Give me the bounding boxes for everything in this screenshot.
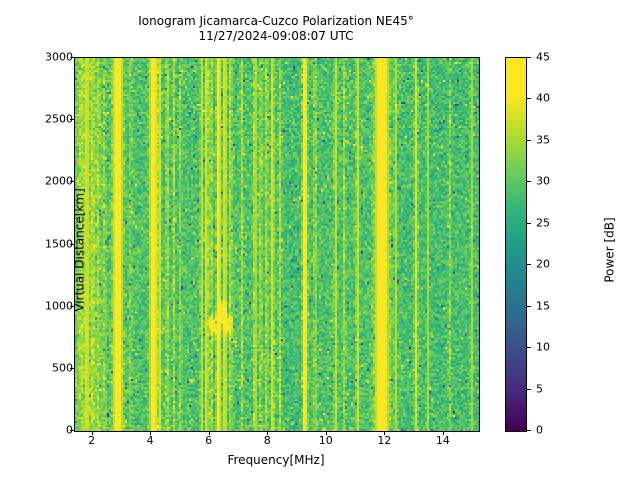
x-tick-label: 10 [318, 434, 333, 447]
x-tick-label: 8 [263, 434, 271, 447]
y-tick-mark [70, 57, 74, 58]
y-tick-label: 3000 [45, 50, 73, 64]
y-tick-label: 500 [52, 361, 73, 375]
y-tick-mark [70, 367, 74, 369]
y-axis-label: Virtual Distance[km] [72, 188, 87, 312]
colorbar-tick-mark [527, 139, 531, 141]
ionogram-heatmap [75, 58, 479, 431]
y-tick-label: 1500 [45, 237, 73, 250]
colorbar-tick-label: 5 [536, 382, 543, 396]
y-tick-mark [70, 181, 74, 183]
y-tick-label: 2000 [45, 174, 73, 188]
y-tick-label: 0 [66, 425, 73, 436]
colorbar-tick-label: 0 [536, 423, 543, 437]
x-tick-mark [384, 431, 386, 435]
colorbar-tick-label: 40 [536, 91, 550, 105]
colorbar-tick-label: 20 [536, 257, 550, 271]
heatmap-plot-area [74, 57, 480, 432]
x-tick-mark [442, 431, 444, 435]
colorbar-tick-mark [527, 347, 531, 349]
colorbar-tick-label: 10 [536, 340, 550, 354]
y-tick-mark [70, 430, 74, 431]
x-tick-label: 14 [435, 434, 450, 447]
colorbar-tick-label: 45 [536, 50, 550, 64]
y-tick-mark [70, 243, 74, 245]
x-tick-mark [150, 431, 152, 435]
page-title: Ionogram Jicamarca-Cuzco Polarization NE… [138, 14, 414, 43]
colorbar-tick-label: 15 [536, 299, 550, 313]
x-tick-mark [91, 431, 93, 435]
colorbar-tick-label: 30 [536, 174, 550, 188]
x-tick-mark [208, 431, 210, 435]
x-tick-label: 12 [377, 434, 392, 447]
colorbar-gradient [506, 58, 526, 431]
x-tick-label: 6 [205, 434, 213, 447]
x-axis-label: Frequency[MHz] [227, 453, 325, 467]
colorbar-tick-mark [527, 264, 531, 266]
colorbar-tick-mark [527, 57, 531, 58]
colorbar [505, 57, 527, 432]
y-tick-mark [70, 119, 74, 121]
y-tick-label: 1000 [45, 299, 73, 313]
colorbar-tick-mark [527, 98, 531, 100]
x-tick-label: 4 [146, 434, 154, 447]
colorbar-label: Power [dB] [602, 217, 617, 283]
x-tick-label: 2 [88, 434, 96, 447]
colorbar-tick-label: 25 [536, 216, 550, 230]
colorbar-tick-label: 35 [536, 133, 550, 147]
colorbar-tick-mark [527, 181, 531, 183]
y-tick-mark [70, 305, 74, 307]
colorbar-tick-mark [527, 305, 531, 307]
x-tick-mark [325, 431, 327, 435]
x-tick-mark [267, 431, 269, 435]
colorbar-tick-mark [527, 430, 531, 431]
colorbar-tick-mark [527, 388, 531, 390]
colorbar-tick-mark [527, 222, 531, 224]
y-tick-label: 2500 [45, 112, 73, 126]
